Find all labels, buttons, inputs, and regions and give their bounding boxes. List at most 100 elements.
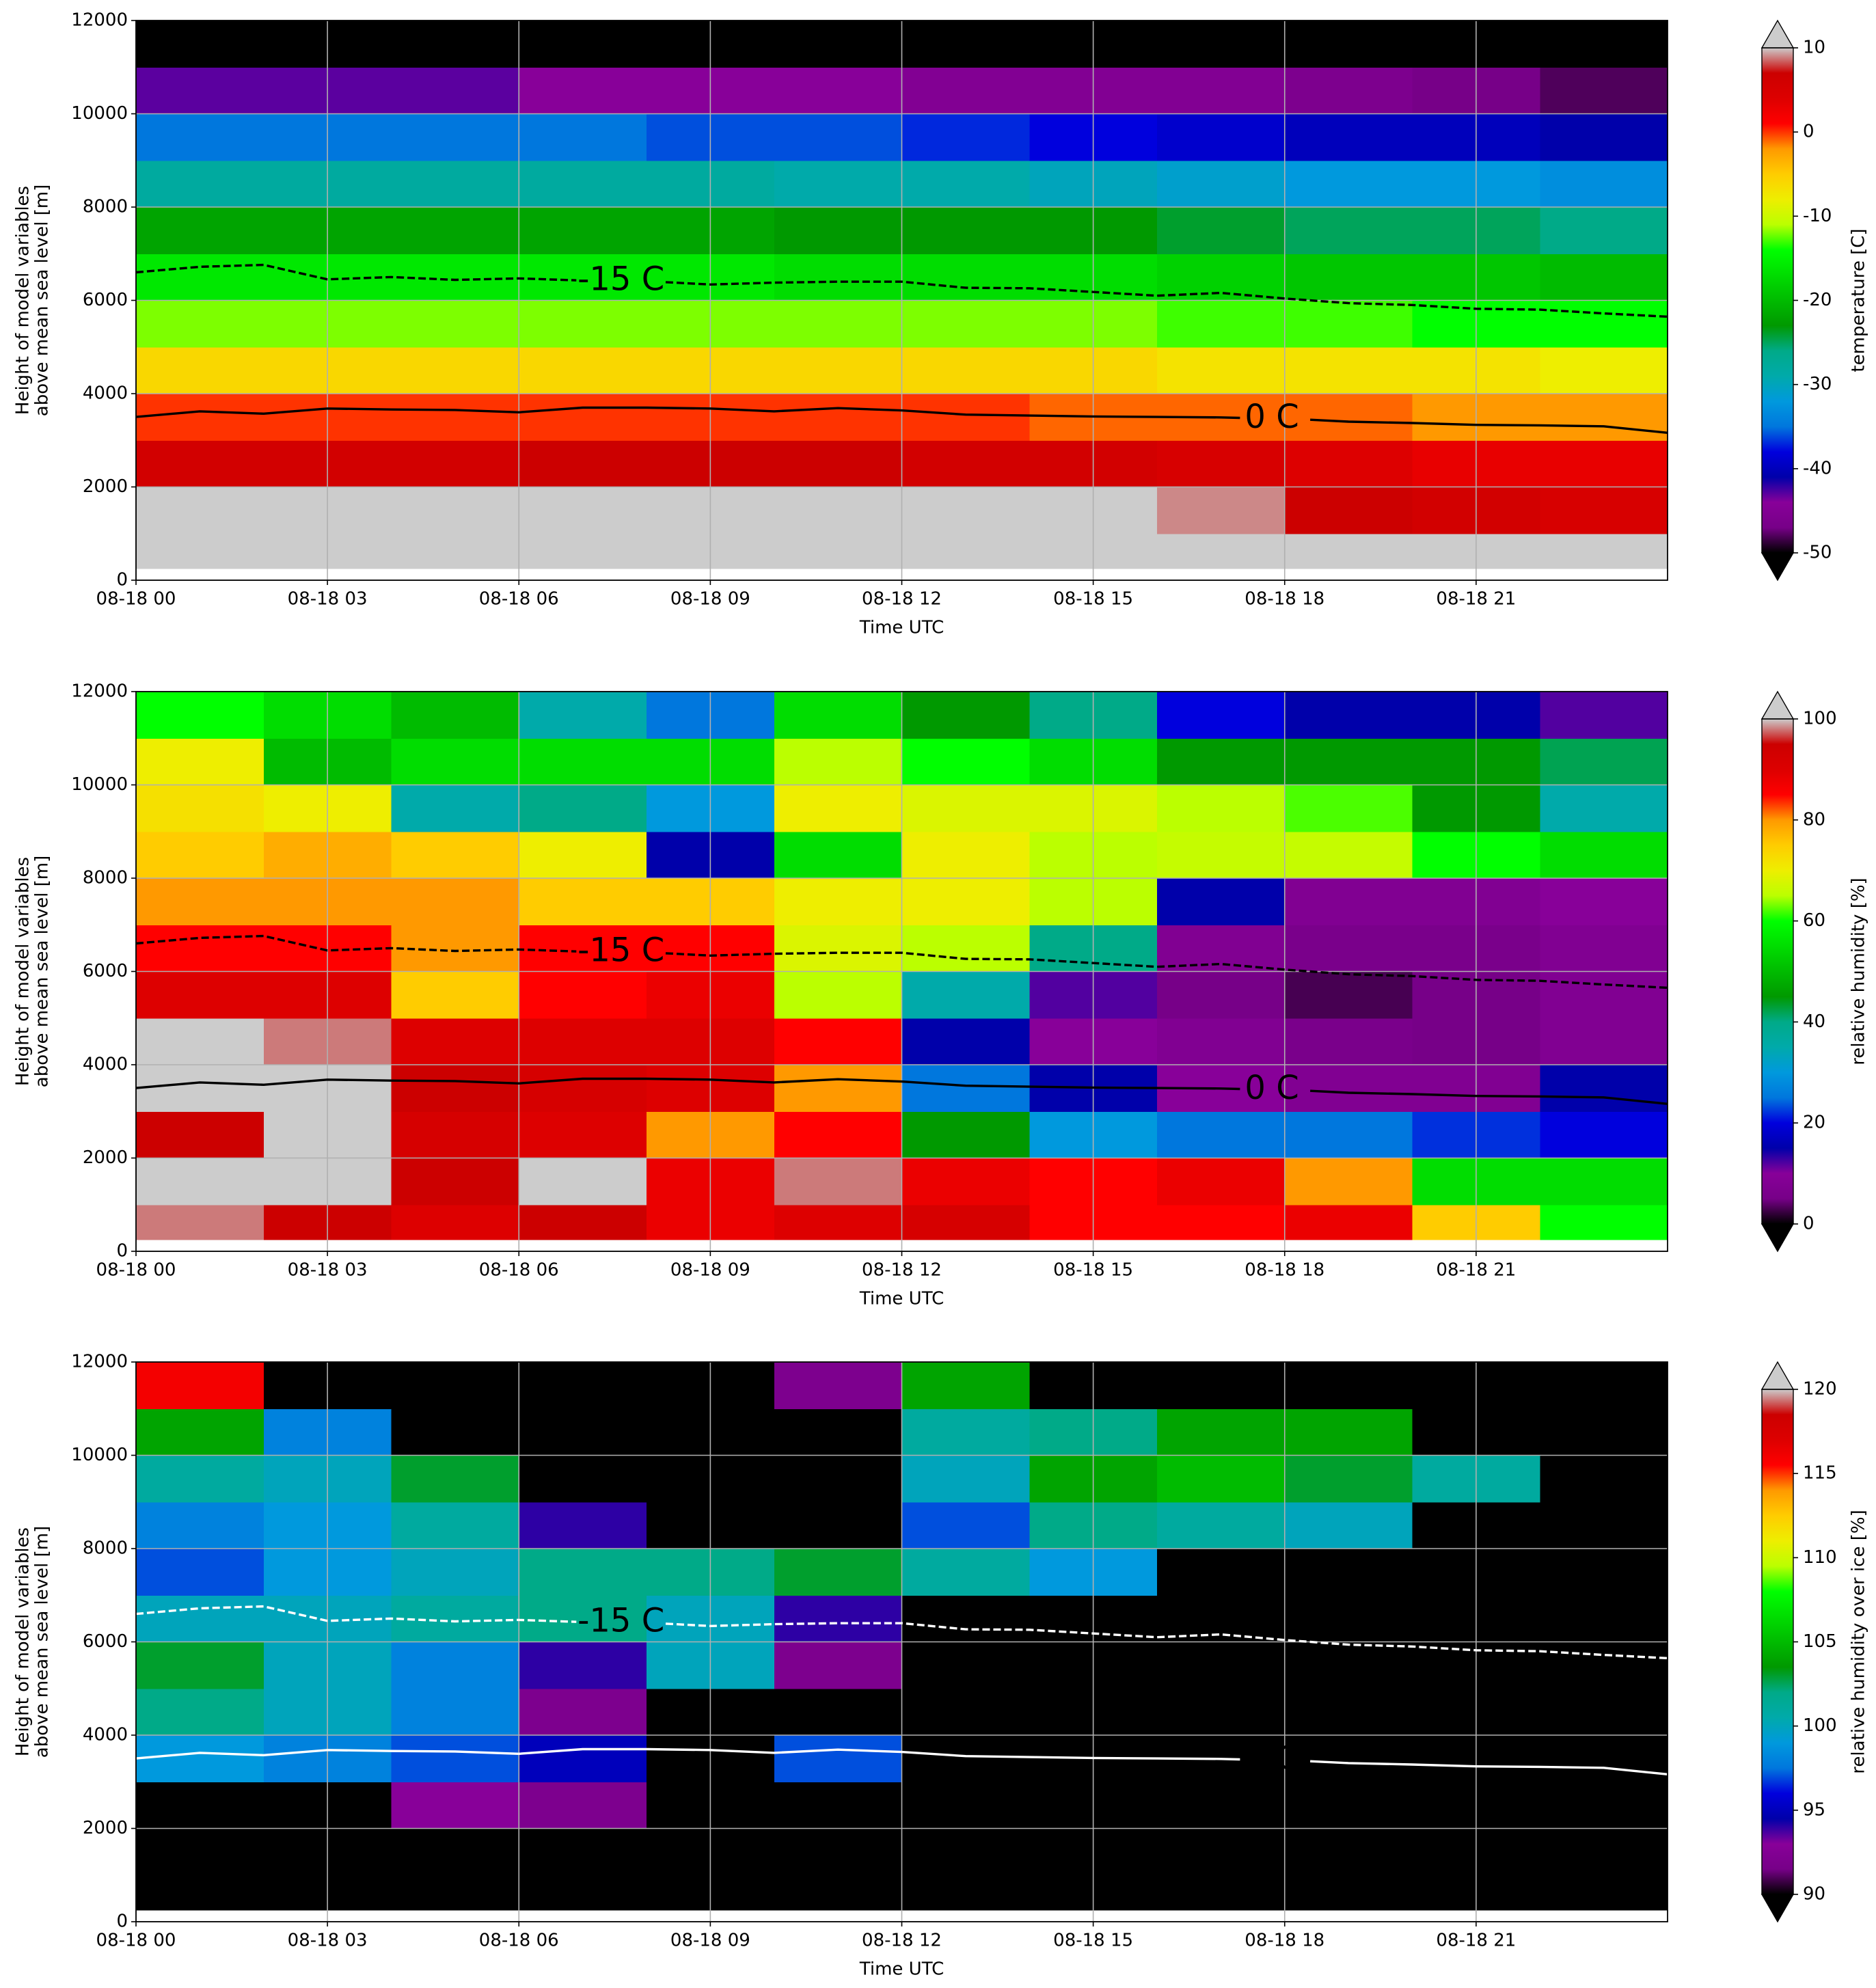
contour-label: 0 C [1245,398,1299,436]
heatmap-cell [1284,1362,1413,1409]
contour-line [135,1605,1668,1660]
heatmap-cell [1540,1204,1668,1240]
heatmap-cell [1540,1408,1668,1456]
heatmap-cell [1157,1204,1286,1240]
heatmap-cell [519,300,647,348]
heatmap-cell [136,254,264,301]
colorbar [1762,1389,1793,1894]
heatmap-cell [774,925,903,972]
heatmap-cell [1540,738,1668,786]
x-tick-label: 08-18 18 [1245,1931,1324,1951]
heatmap-cell [519,785,647,832]
x-tick-label: 08-18 00 [96,589,176,610]
heatmap-cell [1540,1595,1668,1643]
heatmap-cell [391,300,519,348]
heatmap-cell [1284,1875,1413,1911]
heatmap-cell [774,1362,903,1409]
heatmap-cell [1157,1111,1286,1159]
heatmap-cell [901,1688,1030,1736]
heatmap-cell [1284,1549,1413,1596]
heatmap-cell [519,346,647,394]
x-axis-label: Time UTC [859,1289,944,1309]
heatmap-cell [1540,925,1668,972]
heatmap-cell [1540,1065,1668,1112]
heatmap-cell [1540,1362,1668,1409]
x-axis-label: Time UTC [859,1959,944,1980]
contour-label: 0 C [1245,1069,1299,1107]
heatmap-cell [136,1549,264,1596]
heatmap-cell [136,1735,264,1782]
heatmap-cell [136,971,264,1019]
heatmap-cell [1157,1158,1286,1206]
heatmap-cell [1157,1642,1286,1689]
heatmap-cell [1540,878,1668,925]
heatmap-cell [136,831,264,879]
y-tick-label: 6000 [83,961,128,981]
heatmap-cell [901,1065,1030,1112]
heatmap-cell [901,692,1030,739]
heatmap-cell [1540,1549,1668,1596]
heatmap-cell [136,394,264,441]
heatmap-cell [1540,1828,1668,1876]
heatmap-cell [1540,1782,1668,1829]
heatmap-cell [1157,160,1286,208]
heatmap-cell [1540,1455,1668,1503]
heatmap-cell [1284,21,1413,68]
x-tick-label: 08-18 15 [1053,1260,1133,1281]
heatmap-cell [519,1362,647,1409]
heatmap-cell [901,1501,1030,1549]
heatmap-cell [519,113,647,161]
colorbar-tick-label: -20 [1803,290,1832,310]
heatmap-cell [901,254,1030,301]
heatmap-cell [1284,300,1413,348]
heatmap-cell [901,487,1030,534]
x-tick-label: 08-18 09 [670,589,750,610]
heatmap-cell [1157,1408,1286,1456]
heatmap-cell [1157,1362,1286,1409]
y-tick-label: 6000 [83,1631,128,1652]
heatmap-cell [519,533,647,569]
heatmap-cell [1284,925,1413,972]
y-axis-label: above mean sea level [m] [32,185,53,416]
heatmap-cell [391,67,519,115]
heatmap-cell [901,1204,1030,1240]
heatmap-cell [519,1111,647,1159]
colorbar-tick-label: 40 [1803,1011,1825,1032]
heatmap-cell [1157,785,1286,832]
heatmap-cell [1157,1018,1286,1065]
heatmap-cell [391,1065,519,1112]
heatmap-cell [519,160,647,208]
heatmap-cell [1157,692,1286,739]
heatmap-cell [391,1018,519,1065]
contour-label: -15 C [577,1602,664,1640]
heatmap-cell [774,1018,903,1065]
heatmap-cell [1157,1782,1286,1829]
heatmap-cell [1284,1688,1413,1736]
colorbar-tick-label: 120 [1803,1379,1837,1400]
heatmap-cell [774,1111,903,1159]
heatmap-cell [774,1549,903,1596]
heatmap-cell [391,1828,519,1876]
heatmap-cell [519,1455,647,1503]
x-tick-label: 08-18 06 [479,1260,559,1281]
colorbar-tick-label: -30 [1803,374,1832,394]
heatmap-cell [1540,1642,1668,1689]
contour-label: 0 C [1245,1739,1299,1778]
x-tick-label: 08-18 21 [1436,1260,1516,1281]
heatmap-cell [901,207,1030,254]
heatmap-cell [1540,346,1668,394]
heatmap-cell [391,1735,519,1782]
heatmap-cell [1284,1828,1413,1876]
heatmap-cell [901,21,1030,68]
heatmap-cell [519,692,647,739]
colorbar-tick-label: -10 [1803,206,1832,226]
heatmap-cell [1157,207,1286,254]
heatmap-cell [901,1111,1030,1159]
colorbar-extend-min [1761,1894,1795,1923]
heatmap-cell [136,440,264,488]
heatmap-cell [1157,67,1286,115]
heatmap-cell [901,394,1030,441]
heatmap-cell [1157,1688,1286,1736]
heatmap-cell [1540,1501,1668,1549]
heatmap-cell [136,1642,264,1689]
